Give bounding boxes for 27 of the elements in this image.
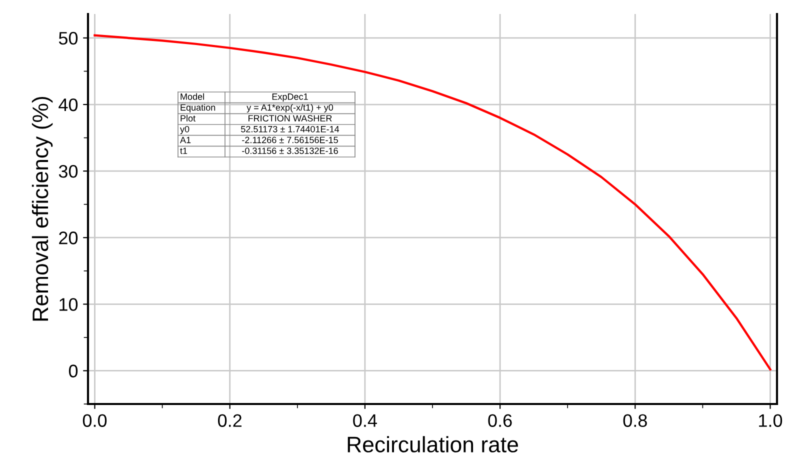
x-axis-title: Recirculation rate bbox=[348, 436, 518, 452]
x-tick-label: 0.2 bbox=[218, 414, 242, 427]
x-tick-label: 0.4 bbox=[353, 414, 377, 427]
annotation: 52.51173 ± 1.74401E-14 bbox=[241, 126, 340, 132]
annotation: y = A1*exp(-x/t1) + y0 bbox=[246, 104, 334, 112]
annotation: Model bbox=[180, 93, 204, 100]
x-tick-label: 0.0 bbox=[82, 414, 107, 427]
annotation: ExpDec1 bbox=[272, 94, 308, 102]
y-tick-label: 10 bbox=[60, 298, 78, 311]
x-tick-label: 1.0 bbox=[759, 414, 782, 427]
line-series bbox=[94, 34, 772, 370]
x-tick-label: 0.8 bbox=[623, 414, 647, 427]
annotation: Equation bbox=[180, 104, 216, 112]
y-tick-label: 20 bbox=[59, 232, 78, 244]
annotation: y0 bbox=[180, 126, 190, 134]
y-tick-label: 0 bbox=[68, 364, 78, 378]
annotation: t1 bbox=[180, 148, 188, 154]
annotation: FRICTION WASHER bbox=[248, 115, 332, 122]
y-tick-label: 30 bbox=[58, 165, 78, 178]
annotation: A1 bbox=[180, 136, 191, 144]
x-tick-label: 0.6 bbox=[488, 414, 512, 427]
annotation: -2.11266 ± 7.56156E-15 bbox=[242, 136, 338, 144]
annotation: Plot bbox=[180, 114, 196, 122]
y-axis-title: Removal efficiency (%) bbox=[32, 96, 53, 321]
annotation: -0.31156 ± 3.35132E-16 bbox=[242, 148, 338, 154]
y-tick-label: 50 bbox=[58, 32, 78, 45]
y-tick-label: 40 bbox=[58, 98, 78, 112]
